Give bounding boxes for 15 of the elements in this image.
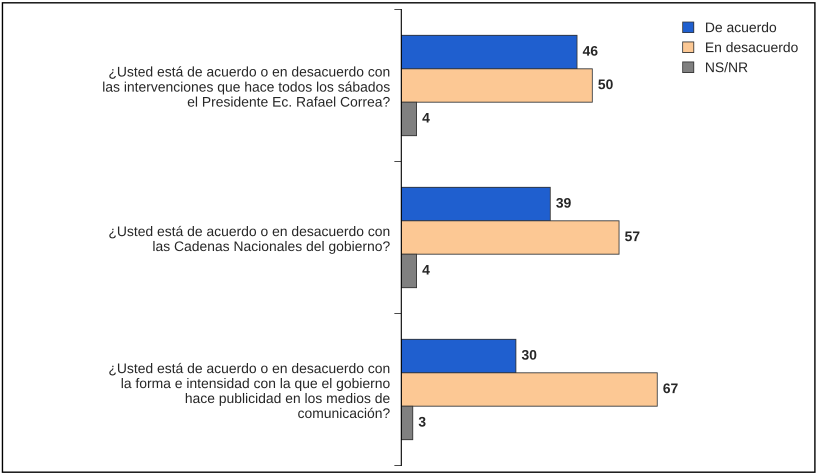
legend-label: En desacuerdo — [706, 42, 798, 52]
data-label: 4 — [422, 112, 430, 123]
data-label: 4 — [422, 264, 430, 275]
y-tick-label: ¿Usted está de acuerdo o en desacuerdo con las Cadenas Nacionales del gobierno? — [109, 226, 390, 254]
data-label: 30 — [522, 350, 536, 360]
data-label: 39 — [556, 198, 571, 208]
legend-label: NS/NR — [706, 62, 748, 72]
data-label: 3 — [418, 416, 426, 427]
y-tick-label: ¿Usted está de acuerdo o en desacuerdo con la forma e intensidad con la que el gobierno hace publicidad en los medios de comunicación? — [109, 362, 390, 418]
y-tick-label: ¿Usted está de acuerdo o en desacuerdo con las intervenciones que hace todos los sábados el Presidente Ec. Rafael Correa? — [103, 66, 390, 107]
data-label: 50 — [598, 79, 613, 90]
legend-label: De acuerdo — [706, 22, 776, 32]
data-label: 46 — [582, 46, 598, 56]
data-label: 57 — [625, 232, 640, 242]
data-label: 67 — [663, 383, 678, 394]
